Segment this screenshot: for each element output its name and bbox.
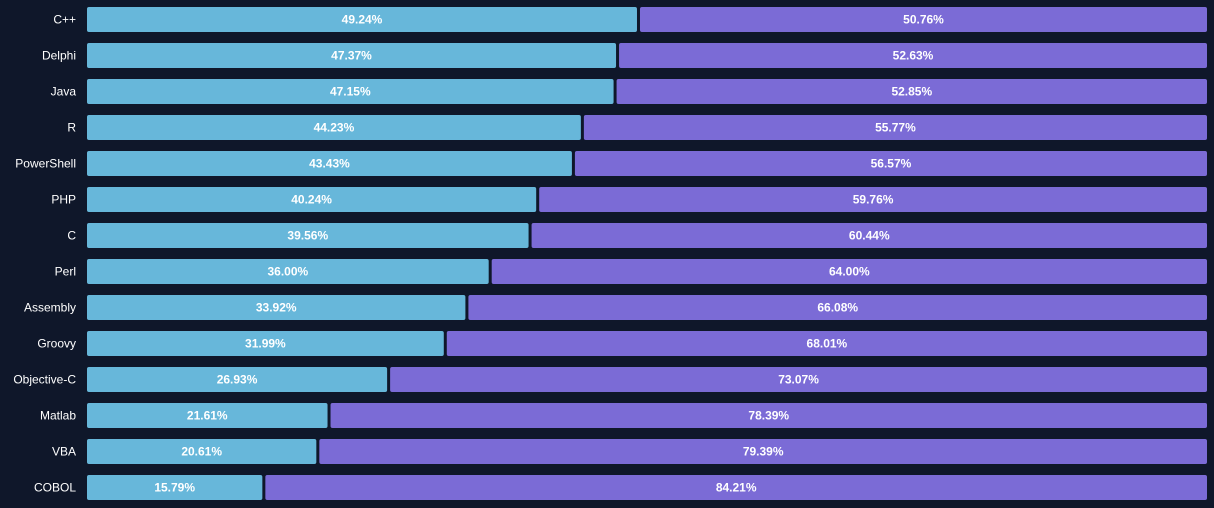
- category-label: Assembly: [24, 301, 76, 315]
- data-label: 52.63%: [893, 49, 934, 63]
- category-label: Groovy: [37, 337, 76, 351]
- bar-segment-1: [87, 439, 317, 464]
- data-label: 21.61%: [187, 409, 228, 423]
- data-label: 52.85%: [891, 85, 932, 99]
- category-label: COBOL: [34, 481, 76, 495]
- data-label: 55.77%: [875, 121, 916, 135]
- category-label: PHP: [51, 193, 76, 207]
- bar-segment-1: [87, 43, 617, 68]
- bar-segment-1: [87, 187, 537, 212]
- data-label: 60.44%: [849, 229, 890, 243]
- bar-segment-1: [87, 367, 388, 392]
- data-label: 43.43%: [309, 157, 350, 171]
- data-label: 31.99%: [245, 337, 286, 351]
- category-label: Java: [51, 85, 77, 99]
- data-label: 49.24%: [342, 13, 383, 27]
- data-label: 79.39%: [743, 445, 784, 459]
- category-label: VBA: [52, 445, 76, 459]
- data-label: 26.93%: [217, 373, 258, 387]
- bar-segment-1: [87, 151, 572, 176]
- data-label: 50.76%: [903, 13, 944, 27]
- data-label: 66.08%: [817, 301, 858, 315]
- category-label: Matlab: [40, 409, 76, 423]
- category-label: Objective-C: [13, 373, 76, 387]
- bar-segment-2: [583, 115, 1207, 140]
- bar-segment-2: [446, 331, 1208, 356]
- data-label: 33.92%: [256, 301, 297, 315]
- bar-segment-1: [87, 259, 489, 284]
- bar-segment-1: [87, 403, 328, 428]
- bar-segment-2: [574, 151, 1207, 176]
- bar-segment-2: [390, 367, 1208, 392]
- bar-segment-2: [319, 439, 1207, 464]
- bar-segment-1: [87, 115, 581, 140]
- category-label: PowerShell: [15, 157, 76, 171]
- data-label: 56.57%: [871, 157, 912, 171]
- data-label: 47.15%: [330, 85, 371, 99]
- data-label: 68.01%: [807, 337, 848, 351]
- data-label: 59.76%: [853, 193, 894, 207]
- category-label: Delphi: [42, 49, 76, 63]
- category-label: R: [67, 121, 76, 135]
- data-label: 78.39%: [748, 409, 789, 423]
- category-label: C: [67, 229, 76, 243]
- data-label: 20.61%: [181, 445, 222, 459]
- bar-segment-2: [616, 79, 1207, 104]
- bar-segment-2: [531, 223, 1207, 248]
- bar-segment-1: [87, 79, 614, 104]
- bar-segment-2: [468, 295, 1207, 320]
- data-label: 64.00%: [829, 265, 870, 279]
- bar-segment-1: [87, 7, 637, 32]
- data-label: 84.21%: [716, 481, 757, 495]
- bar-segment-1: [87, 475, 263, 500]
- data-label: 40.24%: [291, 193, 332, 207]
- data-label: 73.07%: [778, 373, 819, 387]
- bar-segment-1: [87, 223, 529, 248]
- category-label: C++: [53, 13, 76, 27]
- category-label: Perl: [55, 265, 76, 279]
- bar-segment-2: [491, 259, 1207, 284]
- data-label: 36.00%: [267, 265, 308, 279]
- bar-segment-2: [539, 187, 1207, 212]
- data-label: 39.56%: [287, 229, 328, 243]
- bar-segment-2: [265, 475, 1207, 500]
- data-label: 15.79%: [154, 481, 195, 495]
- data-label: 47.37%: [331, 49, 372, 63]
- bar-segment-1: [87, 331, 444, 356]
- bar-segment-2: [619, 43, 1207, 68]
- bar-segment-1: [87, 295, 466, 320]
- data-label: 44.23%: [314, 121, 355, 135]
- bar-segment-2: [639, 7, 1207, 32]
- bar-segment-2: [330, 403, 1208, 428]
